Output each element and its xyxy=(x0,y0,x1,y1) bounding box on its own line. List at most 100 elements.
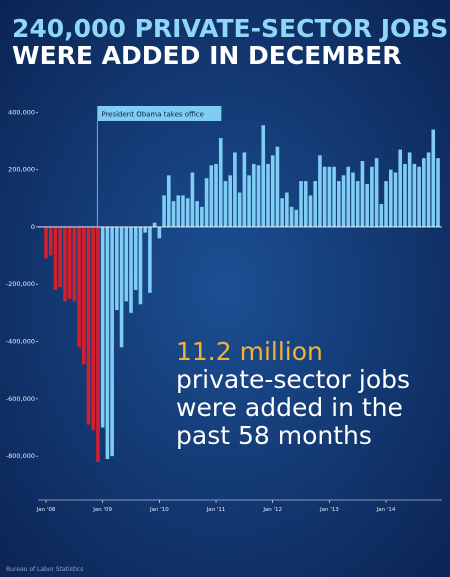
y-tick-label: 200,000 xyxy=(8,166,35,174)
bar xyxy=(195,201,199,227)
bar xyxy=(426,152,431,227)
bar xyxy=(355,181,360,227)
bar xyxy=(237,192,242,227)
bar xyxy=(398,149,403,227)
bar xyxy=(157,226,162,239)
bar xyxy=(403,163,407,227)
bar xyxy=(346,166,351,227)
bar xyxy=(303,181,308,227)
bar xyxy=(200,206,204,227)
bar xyxy=(148,226,152,293)
bar xyxy=(294,209,299,227)
x-tick-label: Jan '11 xyxy=(206,507,226,513)
y-tick-label: -600,000 xyxy=(6,395,35,403)
bar xyxy=(171,201,176,227)
bar xyxy=(242,152,247,227)
bar xyxy=(63,226,67,302)
bar xyxy=(374,158,379,227)
bar xyxy=(233,152,237,227)
bar xyxy=(190,172,195,227)
y-tick-label: 0 xyxy=(31,223,35,231)
bar xyxy=(152,222,157,227)
bar xyxy=(124,226,129,302)
bar xyxy=(256,165,261,227)
bar xyxy=(247,175,251,227)
x-tick-label: Jan '08 xyxy=(36,507,56,513)
bar xyxy=(162,195,166,227)
bar xyxy=(58,226,62,288)
bar xyxy=(252,163,256,227)
bar xyxy=(318,155,322,227)
bar xyxy=(143,226,147,233)
bar xyxy=(96,226,100,462)
bar xyxy=(393,172,398,227)
bar xyxy=(133,226,138,290)
bar xyxy=(181,195,185,227)
bar xyxy=(327,166,332,227)
callout-line: past 58 months xyxy=(176,421,372,450)
bar xyxy=(436,158,440,227)
x-tick-label: Jan '10 xyxy=(149,507,169,513)
callout-line: were added in the xyxy=(176,393,403,422)
bar xyxy=(275,146,280,227)
bar xyxy=(322,166,327,227)
bar xyxy=(100,226,105,428)
bar xyxy=(266,163,270,227)
bar xyxy=(204,178,209,227)
bar xyxy=(379,204,384,227)
bar xyxy=(407,152,412,227)
bar xyxy=(166,175,171,227)
bar xyxy=(91,226,96,431)
y-tick-label: -800,000 xyxy=(6,452,35,460)
title-line: 240,000 PRIVATE-SECTOR JOBS xyxy=(12,14,448,43)
bar xyxy=(431,129,436,227)
x-tick-label: Jan '14 xyxy=(376,507,396,513)
bar xyxy=(270,155,275,227)
bar xyxy=(384,181,388,227)
bar xyxy=(119,226,124,348)
bar xyxy=(72,226,77,302)
bar xyxy=(138,226,143,305)
x-tick-label: Jan '13 xyxy=(319,507,339,513)
bar xyxy=(412,163,417,227)
annotation-box xyxy=(97,106,222,121)
bar xyxy=(48,226,53,256)
bar xyxy=(417,166,421,227)
bar xyxy=(388,169,393,227)
bar xyxy=(341,175,346,227)
callout-highlight: 11.2 million xyxy=(176,337,323,366)
bar xyxy=(422,158,426,227)
bar xyxy=(228,175,232,227)
bar xyxy=(105,226,110,460)
y-tick-label: -400,000 xyxy=(6,338,35,346)
bar xyxy=(44,226,48,259)
bar xyxy=(67,226,72,299)
bar xyxy=(115,226,119,311)
x-tick-label: Jan '12 xyxy=(262,507,282,513)
bar xyxy=(185,198,190,227)
bar xyxy=(86,226,91,425)
bar xyxy=(110,226,114,457)
bar xyxy=(365,183,369,227)
bar xyxy=(332,166,336,227)
bar xyxy=(285,192,289,227)
bar xyxy=(77,226,81,348)
bar xyxy=(337,181,341,227)
bar xyxy=(81,226,86,365)
bar xyxy=(261,125,266,227)
bar xyxy=(223,181,228,227)
bar xyxy=(129,226,133,313)
bar xyxy=(313,181,318,227)
callout-line: private-sector jobs xyxy=(176,365,410,394)
annotation-text: President Obama takes office xyxy=(101,111,204,119)
bar xyxy=(209,165,214,227)
bar xyxy=(370,166,374,227)
source: Bureau of Labor Statistics xyxy=(6,566,83,573)
bar xyxy=(351,172,355,227)
plot: 400,000 200,000 0 -200,000 -400,000 -600,000 -… xyxy=(6,106,442,513)
bar xyxy=(360,161,365,227)
bar xyxy=(53,226,58,290)
title-line: WERE ADDED IN DECEMBER xyxy=(12,41,402,70)
